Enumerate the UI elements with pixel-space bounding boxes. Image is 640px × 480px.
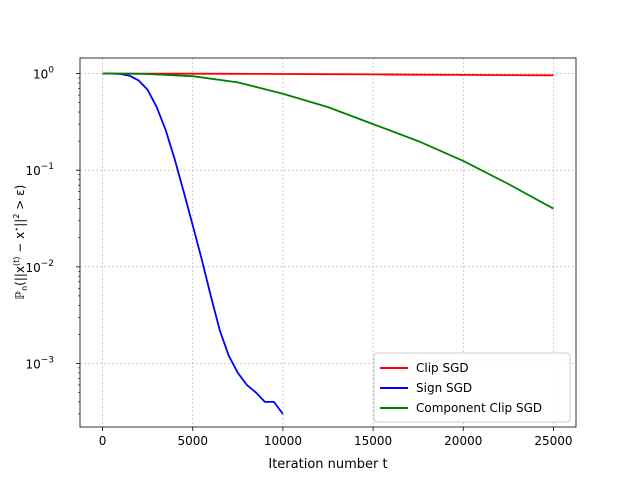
x-axis-label: Iteration number t	[268, 457, 387, 472]
sign-sgd-line	[102, 72, 284, 415]
plot-frame	[79, 57, 577, 428]
x-tick-label: 0	[99, 434, 107, 448]
legend-label-clip-sgd: Clip SGD	[416, 361, 469, 375]
x-tick-label: 25000	[534, 434, 572, 448]
y-tick-label: 10−3	[25, 355, 54, 371]
legend-frame	[373, 352, 571, 423]
x-tick-label: 15000	[354, 434, 392, 448]
series-group	[102, 72, 554, 415]
y-tick-label: 10−2	[25, 259, 54, 275]
grid	[80, 58, 576, 427]
axis-ticks: 0 5000 10000 15000 20000 25000 10−3 10−2 10−1 100	[25, 66, 572, 448]
x-tick-label: 20000	[444, 434, 482, 448]
legend: Clip SGD Sign SGD Component Clip SGD	[373, 352, 571, 423]
component-clip-sgd-line	[102, 72, 554, 210]
x-tick-label: 10000	[264, 434, 302, 448]
legend-label-component-clip-sgd: Component Clip SGD	[416, 401, 542, 415]
clip-sgd-line	[102, 72, 554, 77]
y-axis-label: ℙn(||x(t) − x⋆||2 > ε)	[12, 185, 29, 300]
y-tick-label: 10−1	[25, 162, 54, 178]
legend-label-sign-sgd: Sign SGD	[416, 381, 472, 395]
x-tick-label: 5000	[177, 434, 208, 448]
y-tick-label: 100	[33, 66, 54, 82]
